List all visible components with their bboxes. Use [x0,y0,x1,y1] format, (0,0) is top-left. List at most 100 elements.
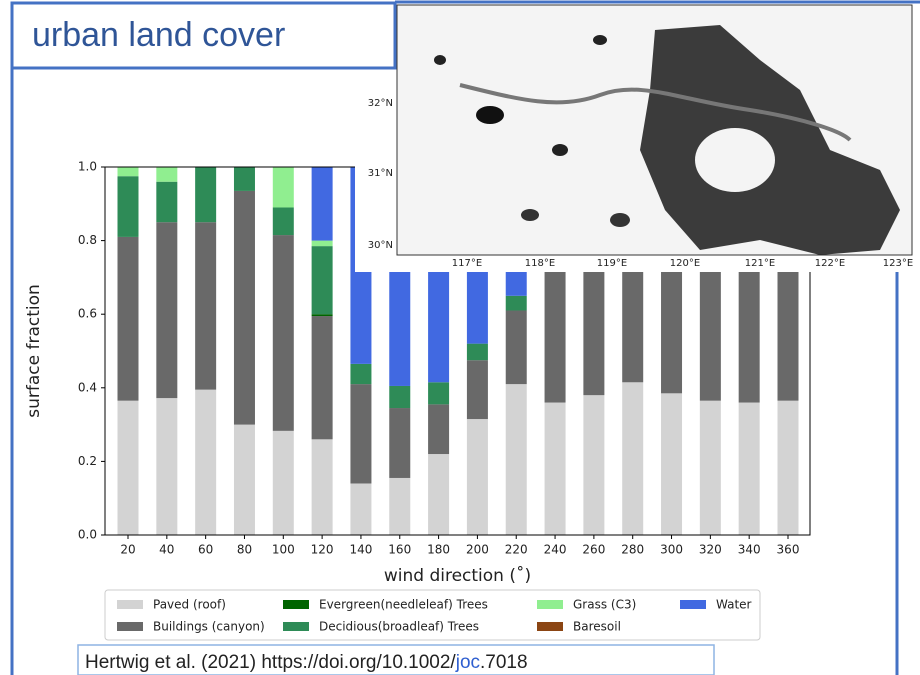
city [552,144,568,156]
bar-segment [739,403,760,535]
legend-swatch [117,600,143,609]
x-tick-label: 360 [777,543,800,557]
bar-segment [118,237,139,401]
y-tick-label: 0.2 [78,454,97,468]
bar-segment [312,314,333,316]
map: 32°N 31°N 30°N 117°E 118°E 119°E 120°E 1… [355,4,920,272]
title-box: urban land cover [12,3,395,68]
bar-segment [312,246,333,314]
city [610,213,630,227]
y-tick-label: 0.6 [78,307,97,321]
lat-label: 31°N [368,168,393,179]
x-tick-label: 220 [505,543,528,557]
bar-segment [428,404,449,454]
bar-segment [312,439,333,535]
x-tick-label: 140 [349,543,372,557]
y-tick-label: 1.0 [78,160,97,174]
legend-label: Grass (C3) [573,598,636,612]
bar-segment [350,384,371,483]
city [476,106,504,124]
lat-label: 30°N [368,240,393,251]
legend-label: Buildings (canyon) [153,620,265,634]
y-axis-label: surface fraction [24,284,44,418]
slide-title: urban land cover [32,16,285,54]
y-tick-label: 0.4 [78,380,97,394]
bar-segment [506,296,527,311]
bar-segment [273,167,294,207]
bar-segment [661,393,682,535]
bar-segment [467,419,488,535]
legend-label: Water [716,598,752,612]
x-tick-label: 260 [582,543,605,557]
bar-segment [312,241,333,247]
bar-segment [195,390,216,535]
bar-segment [195,222,216,389]
bar-segment [467,344,488,361]
bar-segment [467,360,488,419]
bar-segment [622,382,643,535]
x-axis-label: wind direction (˚) [384,565,531,586]
lon-label: 117°E [452,258,482,269]
citation-part: Hertwig et al. (2021) https://doi.org/10… [85,652,456,673]
bar-segment [195,167,216,222]
bar-segment [428,382,449,404]
legend-swatch [117,622,143,631]
bar-segment [234,425,255,535]
bar-segment [389,386,410,408]
bar-segment [234,167,255,191]
city [521,209,539,221]
bar-segment [428,454,449,535]
bar-segment [273,431,294,535]
bar-segment [118,176,139,237]
x-tick-label: 60 [198,543,213,557]
legend-label: Baresoil [573,620,621,634]
x-tick-label: 280 [621,543,644,557]
legend-label: Paved (roof) [153,598,226,612]
bar-segment [234,191,255,425]
legend-swatch [680,600,706,609]
bar-segment [156,167,177,182]
x-tick-label: 80 [237,543,252,557]
city [593,35,607,45]
slide: 2040608010012014016018020022024026028030… [0,0,920,675]
lon-label: 120°E [670,258,700,269]
bar-segment [156,182,177,222]
x-tick-label: 20 [120,543,135,557]
bar-segment [506,311,527,385]
bar-segment [700,401,721,535]
x-tick-label: 160 [388,543,411,557]
bar-segment [156,222,177,398]
bar-segment [273,207,294,235]
x-tick-label: 320 [699,543,722,557]
x-tick-label: 100 [272,543,295,557]
bar-segment [118,167,139,176]
bar-segment [389,408,410,478]
bar-segment [583,395,604,535]
bar-segment [350,483,371,535]
bar-segment [156,398,177,535]
legend-label: Evergreen(needleleaf) Trees [319,598,488,612]
y-tick-label: 0.8 [78,233,97,247]
legend-swatch [283,600,309,609]
citation-part: .7018 [480,652,528,673]
x-tick-label: 240 [544,543,567,557]
bar-segment [312,167,333,241]
legend-label: Decidious(broadleaf) Trees [319,620,479,634]
bar-segment [545,403,566,535]
legend: Paved (roof) Buildings (canyon) Evergreen(… [105,590,760,640]
lat-label: 32°N [368,98,393,109]
lon-label: 118°E [525,258,555,269]
citation-part: joc [455,652,480,673]
page: {"header": {"title": "urban land cover"}… [0,0,920,675]
lon-label: 121°E [745,258,775,269]
bar-segment [506,384,527,535]
citation: Hertwig et al. (2021) https://doi.org/10… [78,645,714,675]
bar-segment [312,316,333,439]
citation-text: Hertwig et al. (2021) https://doi.org/10… [85,652,528,673]
x-tick-label: 300 [660,543,683,557]
bar-segment [273,235,294,431]
y-tick-label: 0.0 [78,528,97,542]
lake [695,128,775,192]
x-tick-label: 200 [466,543,489,557]
legend-swatch [537,622,563,631]
